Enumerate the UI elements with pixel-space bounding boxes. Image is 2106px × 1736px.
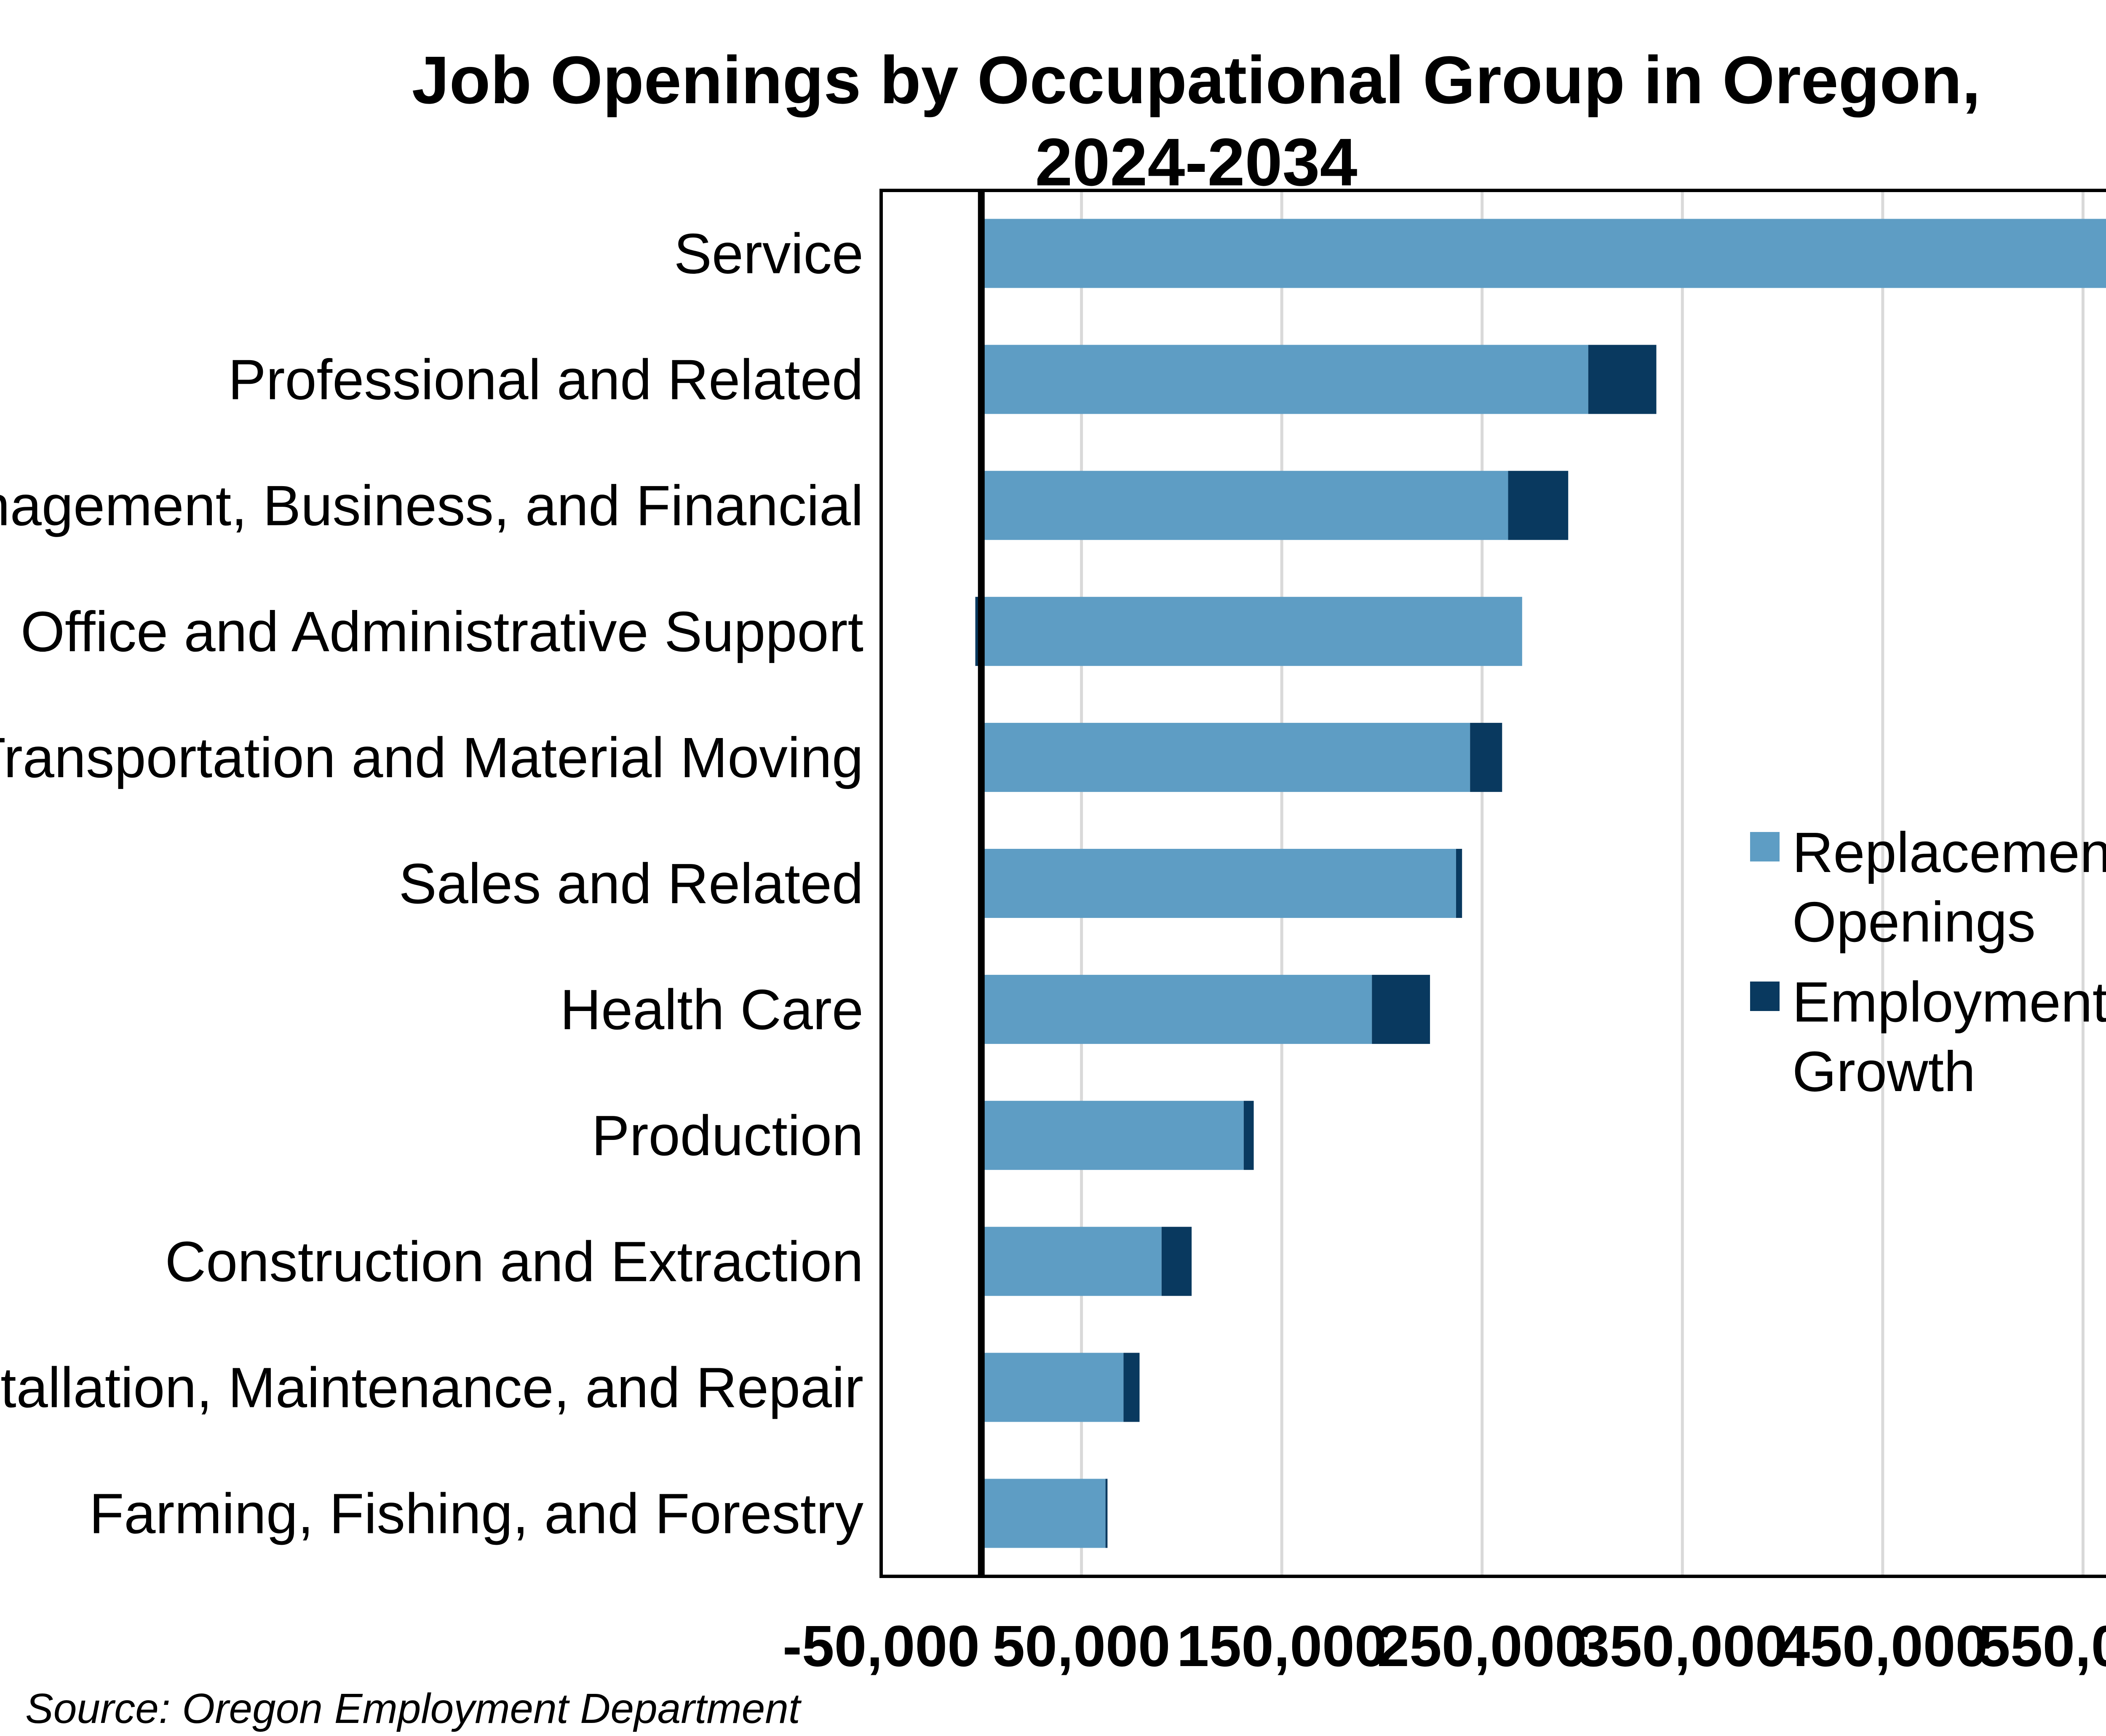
category-label-professional-and-related: Professional and Related <box>228 348 863 412</box>
category-label-management-business-and-financial: Management, Business, and Financial <box>0 474 863 538</box>
bar-growth-production <box>1243 1101 1254 1170</box>
bar-replacement-sales-and-related <box>981 849 1456 918</box>
category-label-sales-and-related: Sales and Related <box>399 852 863 915</box>
bar-growth-sales-and-related <box>1456 849 1462 918</box>
bar-growth-management-business-and-financial <box>1508 471 1569 540</box>
x-tick-label-6: 550,000 <box>1978 1614 2106 1679</box>
category-axis-labels: Service Professional and Related Managemen… <box>0 222 863 1546</box>
bar-growth-farming-fishing-and-forestry <box>1105 1479 1108 1548</box>
bar-replacement-production <box>981 1101 1244 1170</box>
bar-growth-transportation-and-material-moving <box>1470 722 1502 792</box>
bar-replacement-construction-and-extraction <box>981 1227 1162 1296</box>
category-label-construction-and-extraction: Construction and Extraction <box>165 1230 863 1293</box>
legend-label-employment-growth-line-1: Employment <box>1792 970 2106 1034</box>
bar-growth-construction-and-extraction <box>1161 1227 1192 1296</box>
bar-replacement-professional-and-related <box>981 345 1588 414</box>
bar-replacement-management-business-and-financial <box>981 471 1508 540</box>
x-tick-label-1: 50,000 <box>993 1614 1171 1679</box>
chart-title-line-1: Job Openings by Occupational Group in Or… <box>412 42 1981 118</box>
x-axis-tick-labels: -50,000 50,000 150,000250,000350,000450,00… <box>783 1614 2106 1679</box>
source-note: Source: Oregon Employment Department <box>25 1685 802 1732</box>
x-tick-label-2: 150,000 <box>1177 1614 1387 1679</box>
category-label-installation-maintenance-and-repair: Installation, Maintenance, and Repair <box>0 1356 863 1419</box>
category-label-transportation-and-material-moving: Transportation and Material Moving <box>0 726 863 789</box>
plot-area-border <box>879 189 2106 1578</box>
bar-series <box>975 219 2106 1548</box>
category-label-office-and-administrative-support: Office and Administrative Support <box>21 600 863 663</box>
category-label-service: Service <box>674 222 863 286</box>
chart-title-line-2: 2024-2034 <box>1035 124 1357 200</box>
bar-growth-health-care <box>1372 975 1430 1044</box>
bar-replacement-transportation-and-material-moving <box>981 722 1470 792</box>
category-label-health-care: Health Care <box>560 978 863 1041</box>
legend-marker-employment-growth <box>1750 982 1780 1011</box>
bar-growth-installation-maintenance-and-repair <box>1123 1353 1140 1422</box>
bar-replacement-service <box>981 219 2106 288</box>
x-tick-label-0: -50,000 <box>783 1614 980 1679</box>
category-label-farming-fishing-and-forestry: Farming, Fishing, and Forestry <box>89 1482 864 1545</box>
bar-replacement-farming-fishing-and-forestry <box>981 1479 1106 1548</box>
legend-label-replacement-openings-line-1: Replacement <box>1792 821 2106 884</box>
bar-growth-professional-and-related <box>1588 345 1657 414</box>
x-tick-label-4: 350,000 <box>1577 1614 1788 1679</box>
legend-label-replacement-openings-line-2: Openings <box>1792 890 2036 954</box>
x-tick-label-3: 250,000 <box>1377 1614 1587 1679</box>
legend-label-employment-growth-line-2: Growth <box>1792 1040 1975 1103</box>
bar-replacement-health-care <box>981 975 1372 1044</box>
bar-replacement-installation-maintenance-and-repair <box>981 1353 1124 1422</box>
category-label-production: Production <box>592 1104 863 1167</box>
x-tick-label-5: 450,000 <box>1777 1614 1988 1679</box>
bar-replacement-office-and-administrative-support <box>981 596 1522 666</box>
legend-marker-replacement-openings <box>1750 832 1780 861</box>
